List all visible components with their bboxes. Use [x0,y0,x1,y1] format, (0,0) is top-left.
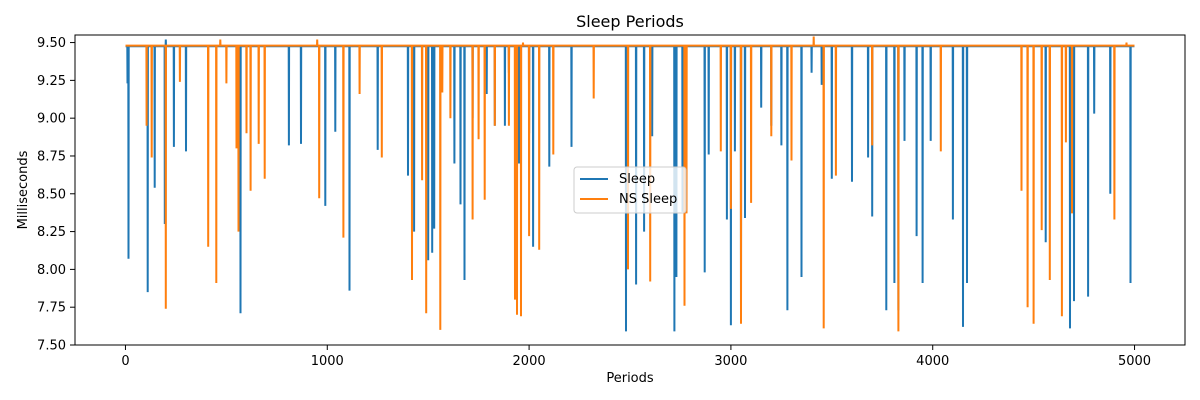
x-axis-label: Periods [606,371,654,386]
y-tick-label: 8.75 [37,149,66,164]
y-axis: 7.50 7.75 8.00 8.25 8.50 8.75 9.00 9.25 9.50 [37,36,75,354]
y-tick-label: 9.25 [37,74,66,89]
x-tick-label: 3000 [714,354,747,369]
plot-frame [74,34,1186,346]
series-line-sleep [125,39,1135,332]
x-tick-label: 4000 [916,354,949,369]
series-line-ns-sleep [125,36,1135,332]
x-tick-label: 5000 [1118,354,1151,369]
legend-label-ns-sleep: NS Sleep [619,192,677,207]
y-tick-label: 7.75 [37,301,66,316]
x-tick-label: 2000 [513,354,546,369]
x-tick-label: 0 [121,354,129,369]
y-tick-label: 7.50 [37,339,66,354]
y-tick-label: 9.00 [37,112,66,127]
plot-area [125,36,1135,332]
x-tick-label: 1000 [311,354,344,369]
y-tick-label: 9.50 [37,36,66,51]
y-tick-label: 8.50 [37,187,66,202]
chart-title: Sleep Periods [576,12,684,31]
y-tick-label: 8.25 [37,225,66,240]
legend-label-sleep: Sleep [619,172,655,187]
y-tick-label: 8.00 [37,263,66,278]
y-axis-label: Milliseconds [16,150,31,229]
x-axis: 0 1000 2000 3000 4000 5000 [121,345,1151,369]
legend: Sleep NS Sleep [573,166,687,214]
